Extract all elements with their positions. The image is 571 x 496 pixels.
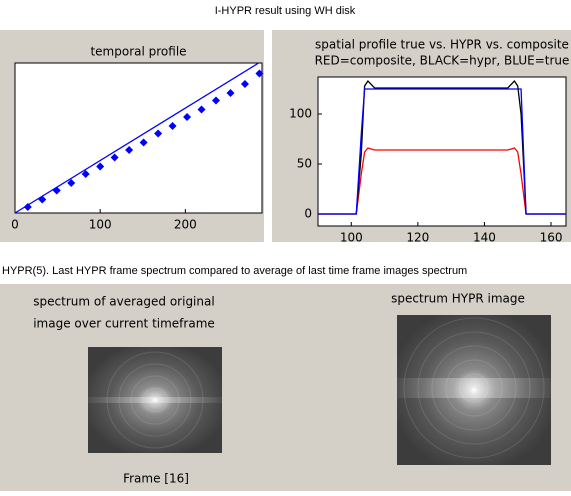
spectrum-image bbox=[397, 315, 551, 465]
x-tick-label: 0 bbox=[11, 218, 19, 232]
x-tick-label: 100 bbox=[89, 218, 112, 232]
x-tick-label: 140 bbox=[473, 231, 496, 245]
data-point bbox=[125, 146, 134, 154]
x-tick-label: 120 bbox=[406, 231, 429, 245]
data-point bbox=[67, 179, 76, 187]
data-point bbox=[38, 195, 47, 204]
y-tick-label: 50 bbox=[297, 157, 312, 171]
chart-title: temporal profile bbox=[90, 45, 186, 59]
spectrum-image bbox=[88, 347, 222, 453]
data-point bbox=[23, 203, 32, 211]
spectrum-title: spectrum of averaged original bbox=[33, 295, 214, 309]
data-point bbox=[81, 170, 90, 178]
chart-title: spatial profile true vs. HYPR vs. compos… bbox=[315, 38, 569, 52]
data-point bbox=[212, 96, 221, 105]
data-line bbox=[318, 147, 566, 215]
data-point bbox=[96, 162, 105, 171]
plot-area bbox=[317, 76, 567, 227]
data-point bbox=[240, 80, 249, 88]
data-point bbox=[110, 153, 119, 162]
x-tick-label: 200 bbox=[174, 218, 197, 232]
data-point bbox=[226, 89, 235, 97]
data-point bbox=[52, 186, 61, 195]
frame-label: Frame [16] bbox=[123, 472, 189, 486]
spectrum-title: image over current timeframe bbox=[33, 317, 215, 331]
data-point bbox=[255, 69, 264, 78]
data-line bbox=[318, 79, 566, 215]
data-line bbox=[318, 88, 566, 215]
caption: HYPR(5). Last HYPR frame spectrum compar… bbox=[2, 265, 467, 277]
spectrum-title: spectrum HYPR image bbox=[391, 292, 525, 306]
data-point bbox=[183, 113, 192, 121]
y-tick-label: 0 bbox=[304, 207, 312, 221]
data-point bbox=[154, 129, 163, 138]
data-point bbox=[168, 122, 177, 130]
chart-title: RED=composite, BLACK=hypr, BLUE=true bbox=[315, 54, 570, 68]
x-tick-label: 100 bbox=[340, 231, 363, 245]
x-tick-label: 160 bbox=[540, 231, 563, 245]
page-title: I-HYPR result using WH disk bbox=[215, 5, 356, 17]
data-point bbox=[139, 138, 148, 147]
y-tick-label: 100 bbox=[289, 107, 312, 121]
data-point bbox=[197, 105, 206, 114]
